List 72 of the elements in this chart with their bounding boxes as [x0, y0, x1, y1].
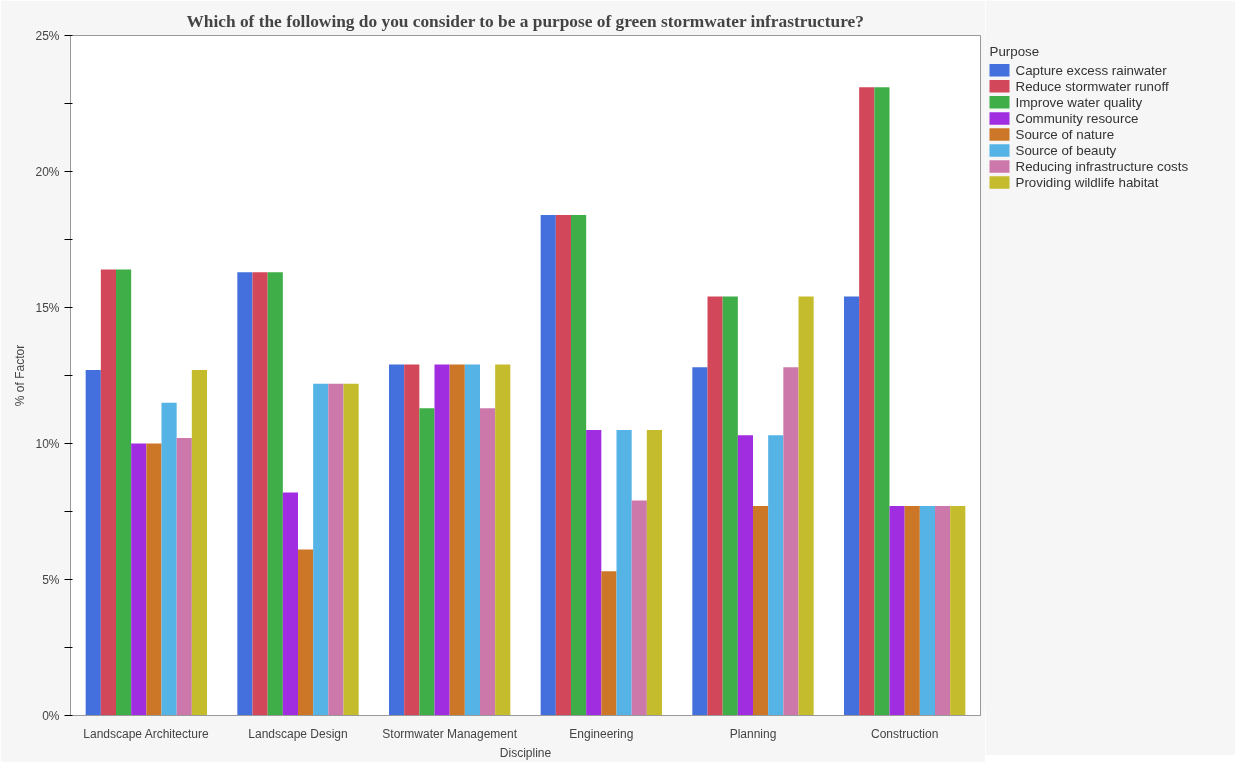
- bar: [298, 549, 314, 716]
- legend-label: Providing wildlife habitat: [1015, 175, 1159, 191]
- bar: [404, 364, 420, 716]
- bar: [707, 296, 723, 716]
- bar: [434, 364, 450, 716]
- bar: [343, 383, 359, 716]
- bar: [176, 438, 192, 716]
- legend-label: Source of beauty: [1015, 142, 1117, 158]
- bar: [935, 506, 951, 716]
- chart-title: Which of the following do you consider to be a purpose of green stormwater infrastructure?: [186, 11, 864, 31]
- bar: [737, 435, 753, 716]
- bar: [571, 215, 587, 716]
- bar: [191, 370, 207, 716]
- bar: [116, 269, 132, 716]
- bar: [282, 492, 298, 716]
- y-tick-label: 25%: [35, 28, 60, 43]
- legend-label: Capture excess rainwater: [1015, 62, 1168, 78]
- bar: [692, 367, 708, 716]
- bar: [586, 429, 602, 716]
- bar: [722, 296, 738, 716]
- x-tick-label: Landscape Architecture: [83, 726, 210, 741]
- bar: [146, 443, 162, 716]
- y-tick-label: 10%: [35, 436, 60, 451]
- legend-label: Reducing infrastructure costs: [1015, 159, 1189, 175]
- bar: [328, 383, 344, 716]
- bar: [646, 429, 662, 716]
- bar: [783, 367, 799, 716]
- bar: [464, 364, 480, 716]
- bar: [85, 370, 101, 716]
- bar: [449, 364, 465, 716]
- bar: [100, 269, 116, 716]
- bar: [252, 272, 268, 716]
- bar: [495, 364, 511, 716]
- bar: [419, 408, 435, 716]
- bar: [950, 506, 966, 716]
- bar: [540, 215, 556, 716]
- bar: [768, 435, 784, 716]
- x-axis-title: Discipline: [499, 745, 552, 760]
- bar: [904, 506, 920, 716]
- y-tick-label: 15%: [35, 300, 60, 315]
- x-tick-label: Planning: [729, 726, 777, 741]
- x-tick-label: Construction: [870, 726, 939, 741]
- bar: [480, 408, 496, 716]
- bar: [389, 364, 405, 716]
- bar: [601, 571, 617, 716]
- bar: [919, 506, 935, 716]
- legend-title: Purpose: [989, 44, 1040, 60]
- y-tick-label: 0%: [42, 708, 60, 723]
- bar: [631, 500, 647, 716]
- bar: [859, 87, 875, 716]
- bar: [313, 383, 329, 716]
- y-tick-label: 5%: [42, 572, 60, 587]
- bar: [798, 296, 814, 716]
- bar: [267, 272, 283, 716]
- x-tick-label: Engineering: [569, 726, 634, 741]
- bar: [616, 429, 632, 716]
- legend-label: Improve water quality: [1015, 94, 1143, 110]
- x-tick-label: Landscape Design: [248, 726, 348, 741]
- bar: [131, 443, 147, 716]
- bar: [844, 296, 860, 716]
- x-tick-label: Stormwater Management: [382, 726, 518, 741]
- bar: [889, 506, 905, 716]
- bar: [753, 506, 769, 716]
- bar: [237, 272, 253, 716]
- legend-label: Reduce stormwater runoff: [1015, 78, 1169, 94]
- legend-label: Community resource: [1015, 110, 1139, 126]
- y-tick-label: 20%: [35, 164, 60, 179]
- y-axis-title: % of Factor: [13, 344, 28, 407]
- bar: [555, 215, 571, 716]
- bar: [161, 402, 177, 716]
- legend-label: Source of nature: [1015, 126, 1115, 142]
- bar: [874, 87, 890, 716]
